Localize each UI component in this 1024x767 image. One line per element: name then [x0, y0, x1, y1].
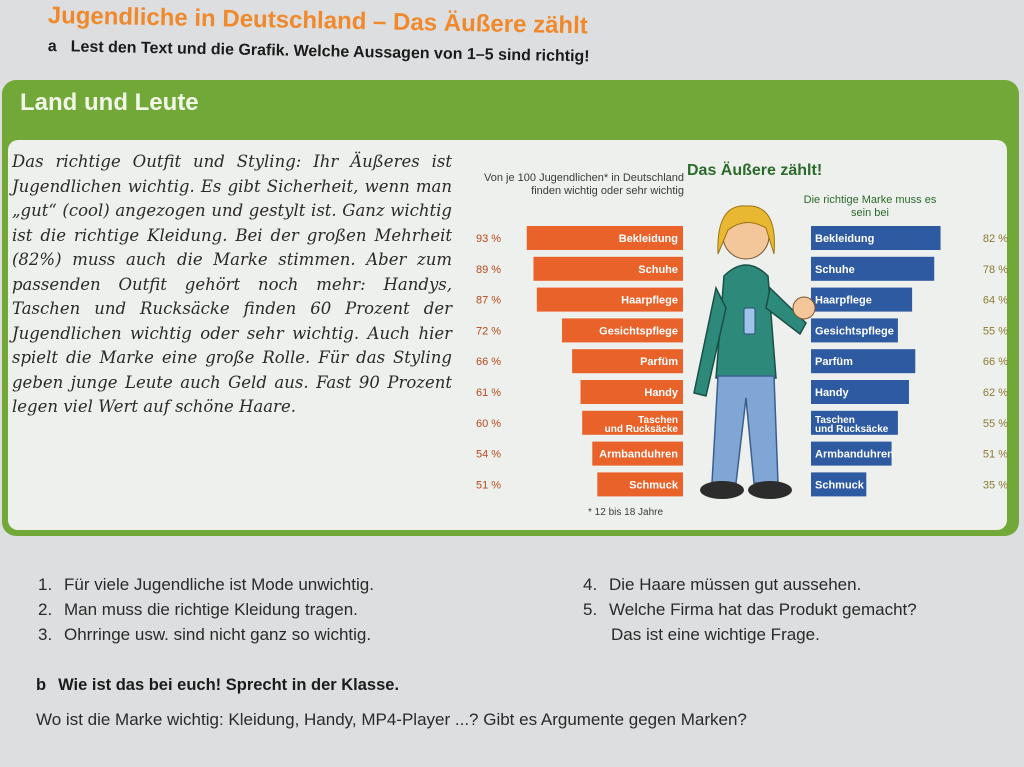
bar-left-category: Gesichtspflege — [599, 325, 678, 337]
task-a: a Lest den Text und die Grafik. Welche Au… — [48, 38, 590, 66]
bar-left-value: 87 % — [476, 295, 501, 307]
bar-right-value: 66 % — [983, 356, 1008, 368]
bar-right-value: 64 % — [983, 295, 1008, 307]
bar-left — [592, 441, 683, 466]
bar-left-value: 93 % — [476, 233, 501, 245]
bar-left — [597, 472, 683, 497]
chart: Bekleidung 93 % Bekleidung 82 % Schuhe 89 % Sc… — [470, 158, 1020, 528]
bar-left — [572, 349, 683, 374]
bar-left — [536, 287, 683, 312]
info-box-heading: Land und Leute — [20, 89, 199, 116]
task-b: b Wie ist das bei euch! Sprecht in der Kl… — [36, 676, 399, 695]
task-b-letter: b — [36, 676, 47, 694]
bar-right-category: Taschen und Rucksäcke — [815, 415, 889, 435]
chart-title: Das Äußere zählt! — [687, 162, 823, 179]
statement-number: 5. — [583, 600, 598, 619]
task-a-letter: a — [47, 38, 57, 56]
bar-left — [526, 226, 683, 250]
bar-right — [811, 380, 909, 404]
statement-continuation: Das ist eine wichtige Frage. — [611, 625, 820, 644]
statement-item: 2. Man muss die richtige Kleidung tragen. — [38, 597, 568, 622]
bar-right-category: Schuhe — [815, 264, 855, 276]
bar-right-value: 78 % — [983, 264, 1008, 276]
statement-column-right: 4. Die Haare müssen gut aussehen. 5. Welch… — [583, 572, 1024, 647]
bar-right-value: 35 % — [983, 479, 1008, 491]
bar-left-value: 51 % — [476, 479, 501, 491]
bar-left-category: Schmuck — [629, 479, 679, 491]
bar-right-category: Haarpflege — [815, 295, 872, 307]
bar-left — [562, 318, 683, 343]
bar-right-category: Bekleidung — [815, 233, 874, 245]
statement-item: 5. Welche Firma hat das Produkt gemacht? — [583, 597, 1024, 622]
statement-item: 4. Die Haare müssen gut aussehen. — [583, 572, 1024, 597]
bar-right-category: Gesichtspflege — [815, 325, 894, 337]
bar-left-value: 54 % — [476, 449, 501, 461]
bar-left-category: Bekleidung — [619, 233, 678, 245]
figure-hair — [717, 205, 775, 255]
figure-shoe-left — [700, 481, 744, 499]
left-series-header: Von je 100 Jugendlichen* in Deutschland … — [484, 172, 684, 197]
bar-left-category: Armbanduhren — [599, 449, 678, 461]
bar-right-value: 55 % — [983, 418, 1008, 430]
chart-footnote: * 12 bis 18 Jahre — [588, 507, 664, 518]
bar-left-category: Handy — [644, 387, 679, 399]
bar-right-value: 55 % — [983, 325, 1008, 337]
bar-left — [582, 410, 683, 435]
chart-svg: Bekleidung 93 % Bekleidung 82 % Schuhe 89 % Sc… — [476, 205, 1008, 499]
figure-arm-left — [693, 285, 727, 397]
statement-number: 3. — [38, 625, 53, 644]
bar-right — [811, 472, 867, 497]
page-title: Jugendliche in Deutschland – Das Äußere … — [47, 2, 589, 40]
statement-number: 1. — [38, 575, 53, 594]
task-b-text: Wo ist die Marke wichtig: Kleidung, Hand… — [36, 710, 747, 729]
bar-right — [811, 287, 913, 312]
bar-right-category: Schmuck — [815, 479, 865, 491]
bar-right — [811, 441, 892, 466]
bar-right — [811, 256, 935, 281]
bar-right — [811, 318, 898, 343]
bar-left-category: Parfüm — [640, 356, 678, 368]
figure-hand — [792, 296, 816, 320]
info-text: Das richtige Outfit und Styling: Ihr Äuß… — [12, 152, 452, 416]
task-b-heading: Wie ist das bei euch! Sprecht in der Kla… — [58, 676, 400, 694]
figure-jeans — [711, 375, 779, 484]
figure-phone — [743, 307, 756, 335]
bar-left-value: 61 % — [476, 387, 501, 399]
bar-left-category: Taschen und Rucksäcke — [605, 415, 679, 435]
bar-right — [811, 226, 941, 250]
bar-left-value: 60 % — [476, 418, 501, 430]
bar-right-value: 51 % — [983, 449, 1008, 461]
bar-left — [533, 256, 683, 281]
statement-text: Die Haare müssen gut aussehen. — [609, 575, 862, 594]
bar-right-category: Armbanduhren — [815, 449, 894, 461]
bar-right — [811, 410, 898, 435]
statement-number: 2. — [38, 600, 53, 619]
statement-item: 1. Für viele Jugendliche ist Mode unwicht… — [38, 572, 568, 597]
statement-column-left: 1. Für viele Jugendliche ist Mode unwicht… — [38, 572, 568, 647]
bar-left-value: 89 % — [476, 264, 501, 276]
bar-right-category: Handy — [815, 387, 850, 399]
statement-text: Welche Firma hat das Produkt gemacht? — [609, 600, 917, 619]
bar-right — [811, 349, 916, 374]
bar-right-category: Parfüm — [815, 356, 853, 368]
statement-text: Ohrringe usw. sind nicht ganz so wichtig… — [64, 625, 372, 644]
bar-right-value: 62 % — [983, 387, 1008, 399]
statement-text: Für viele Jugendliche ist Mode unwichtig… — [64, 575, 374, 594]
task-a-text: Lest den Text und die Grafik. Welche Aus… — [70, 38, 590, 66]
bar-right-value: 82 % — [983, 233, 1008, 245]
bar-left-value: 72 % — [476, 325, 501, 337]
figure-shoe-right — [748, 481, 792, 499]
right-series-header: Die richtige Marke muss es sein bei — [803, 194, 937, 219]
statement-item: 3. Ohrringe usw. sind nicht ganz so wicht… — [38, 622, 568, 647]
statement-text: Man muss die richtige Kleidung tragen. — [64, 600, 358, 619]
bar-left-value: 66 % — [476, 356, 501, 368]
bar-left — [580, 380, 683, 404]
bar-left-category: Schuhe — [638, 264, 678, 276]
bar-left-category: Haarpflege — [621, 295, 678, 307]
statement-number: 4. — [583, 575, 598, 594]
